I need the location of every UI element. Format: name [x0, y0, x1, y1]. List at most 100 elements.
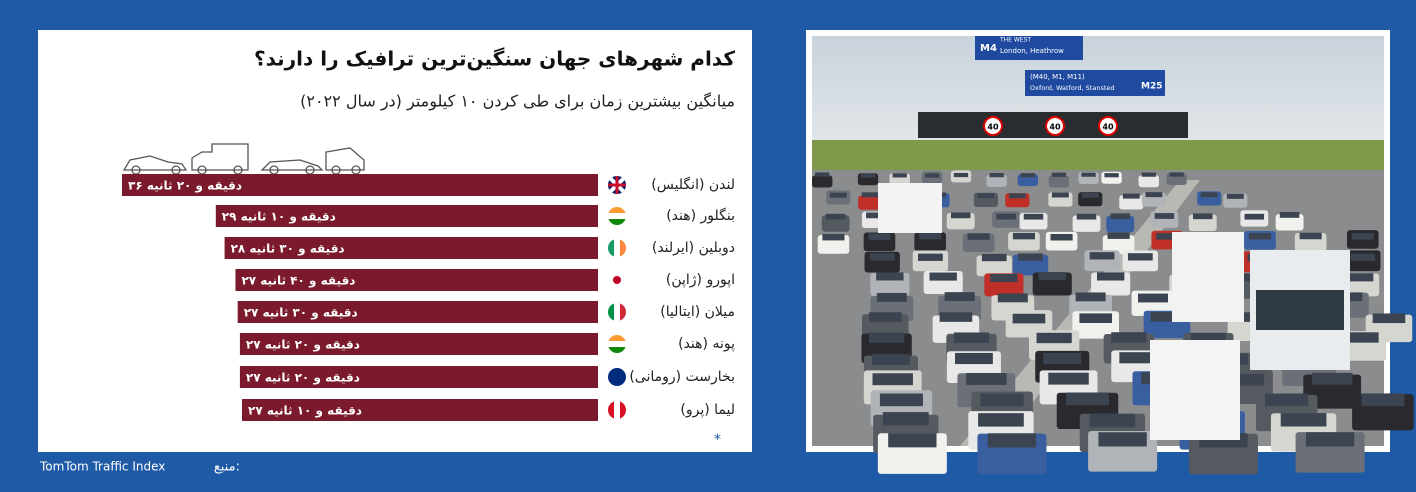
car-window — [1089, 252, 1115, 260]
bar — [237, 301, 598, 323]
flag — [608, 207, 626, 225]
car-window — [950, 212, 971, 219]
truck — [1172, 232, 1244, 322]
category-label: اپورو (ژاپن) — [666, 272, 735, 288]
car-window — [1008, 193, 1026, 199]
flag-sun — [613, 276, 621, 284]
car-window — [1051, 192, 1069, 198]
flag-cross — [608, 176, 626, 194]
car-window — [825, 213, 846, 220]
car-window — [1036, 332, 1072, 344]
value-label: ۳۶ دقیقه و ۲۰ ثانیه — [128, 179, 242, 194]
car-window — [1023, 213, 1044, 220]
flag-stripe — [614, 401, 620, 419]
flag-stripe — [608, 219, 626, 225]
category-label: لیما (پرو) — [680, 402, 735, 418]
category-label: بخارست (رومانی) — [629, 369, 735, 385]
car-window — [876, 292, 907, 302]
flag — [608, 271, 626, 289]
car-window — [987, 433, 1037, 448]
category-label: میلان (ایتالیا) — [660, 304, 735, 320]
lorry — [878, 183, 942, 233]
car-window — [872, 373, 913, 386]
car-window — [1169, 172, 1184, 177]
car-window — [868, 233, 891, 240]
car-window — [1048, 372, 1089, 385]
sign-text: THE WEST — [999, 37, 1031, 44]
car-window — [1065, 392, 1110, 406]
sign-text: M4 — [980, 43, 997, 54]
car-window — [1145, 192, 1163, 198]
car — [1275, 214, 1304, 231]
car-window — [860, 173, 876, 178]
car-window — [1050, 233, 1073, 241]
car-window — [882, 412, 929, 426]
flag-stripe — [614, 239, 620, 257]
flag-stripe — [608, 347, 626, 353]
car — [1138, 175, 1159, 188]
flag — [608, 368, 626, 386]
car — [1106, 215, 1135, 233]
car-window — [1200, 192, 1218, 198]
car-window — [1098, 432, 1147, 447]
car-window — [1226, 193, 1244, 199]
car-window — [1038, 272, 1066, 281]
car-window — [1051, 172, 1066, 177]
car-window — [939, 312, 973, 322]
sign-text: M25 — [1141, 82, 1162, 92]
flag-stripe — [608, 335, 626, 341]
car — [812, 175, 833, 188]
car-window — [1076, 213, 1097, 220]
car-window — [1311, 372, 1353, 385]
car-window — [1043, 352, 1082, 365]
car-window — [1223, 373, 1265, 386]
car-window — [1096, 272, 1125, 281]
car-window — [1190, 332, 1226, 344]
value-label: ۲۸ دقیقه و ۳۰ ثانیه — [231, 242, 345, 257]
bus-window — [1256, 290, 1344, 330]
car-window — [1018, 253, 1043, 261]
value-label: ۲۷ دقیقه و ۳۰ ثانیه — [244, 306, 358, 321]
flag-stripe — [620, 401, 626, 419]
car-window — [944, 292, 975, 301]
car-window — [869, 332, 905, 343]
car-window — [1111, 332, 1147, 343]
car-window — [1107, 232, 1130, 239]
car-window — [1280, 413, 1327, 427]
car — [858, 195, 883, 210]
flag-stripe — [608, 213, 626, 219]
category-label: پونه (هند) — [678, 336, 735, 352]
car-window — [981, 253, 1007, 262]
car-window — [1020, 173, 1036, 178]
car — [1102, 235, 1135, 254]
car-window — [869, 253, 895, 261]
car-window — [966, 372, 1007, 385]
car-window — [1248, 233, 1272, 240]
category-label: بنگلور (هند) — [666, 207, 735, 224]
category-label: لندن (انگلیس) — [651, 176, 735, 193]
car-window — [953, 332, 990, 343]
flag — [608, 176, 626, 194]
car-window — [1192, 213, 1213, 220]
speed-sign — [1045, 116, 1065, 136]
car-window — [1075, 292, 1106, 302]
car-window — [876, 272, 904, 281]
car-window — [990, 273, 1018, 283]
car — [1072, 215, 1101, 232]
flag — [608, 335, 626, 353]
car-window — [919, 232, 942, 240]
car-window — [1079, 313, 1113, 323]
bar — [235, 269, 598, 291]
car-window — [996, 213, 1016, 220]
chart-title: کدام شهرهای جهان سنگین‌ترین ترافیک را دا… — [254, 47, 735, 71]
speed-sign — [983, 116, 1003, 136]
flag-stripe — [608, 303, 614, 321]
car-window — [1104, 173, 1119, 178]
car-window — [1089, 413, 1136, 428]
value-label: ۲۷ دقیقه و ۱۰ ثانیه — [248, 404, 362, 419]
flag-stripe — [608, 207, 626, 213]
car-window — [1127, 253, 1153, 261]
car-window — [1233, 273, 1261, 282]
